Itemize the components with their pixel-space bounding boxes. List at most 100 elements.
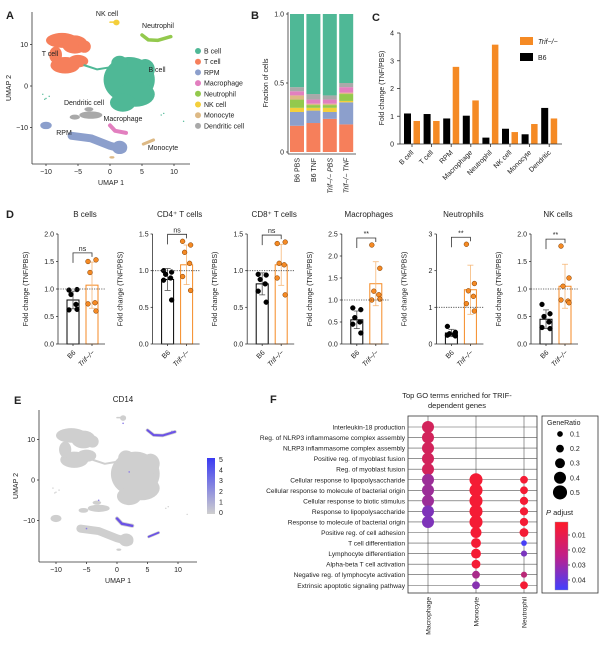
size-legend-label: 0.3: [570, 461, 580, 468]
y-tick-label: 2: [428, 268, 432, 275]
go-dot-neutrophil: [520, 571, 528, 578]
legend-dot-monocyte: [195, 112, 201, 119]
y-tick-label: 2.0: [328, 254, 338, 261]
umap-e-cluster-dendritic-cell: [92, 500, 102, 505]
umap-a-cluster-b-cell: [83, 58, 118, 71]
data-point-trif: [377, 296, 383, 302]
umap-a-cluster-monocyte: [109, 156, 115, 159]
data-point-trif: [463, 241, 470, 247]
panel-label-f: F: [270, 394, 277, 406]
data-point-trif: [377, 265, 383, 271]
bar-segment-b-cell: [306, 14, 321, 95]
color-legend-title-rest: adjust: [551, 508, 574, 517]
bar-segment-rpm: [322, 111, 337, 119]
data-point-trif: [471, 280, 478, 287]
data-point-b6: [547, 311, 553, 317]
colorbar-tick-label: 4: [219, 468, 223, 475]
colorbar-tick-label: 5: [219, 457, 223, 464]
y-axis-label: Fold change (TNF/PBS): [401, 252, 408, 327]
data-point-trif: [558, 243, 564, 249]
go-dotplot: Top GO terms enriched for TRIF-dependent…: [260, 391, 599, 635]
x-tick-label: T cell: [418, 149, 435, 166]
expression-overlay: [115, 517, 134, 527]
go-dot-neutrophil: [520, 581, 528, 590]
significance-label: **: [458, 230, 464, 237]
go-dot-macrophage: [422, 431, 434, 444]
umap-a-cluster-dendritic-cell: [84, 107, 94, 112]
x-tick-label: B6 PBS: [295, 158, 302, 183]
legend-label: T cell: [204, 59, 221, 66]
cluster-label: RPM: [56, 130, 72, 137]
umap-a-cluster-b-cell: [135, 59, 155, 80]
umap-e-y-tick-label: 10: [27, 437, 35, 444]
go-term-label: Extrinsic apoptotic signaling pathway: [297, 583, 405, 590]
data-point-b6: [357, 319, 363, 325]
go-term-label: Lymphocyte differentiation: [328, 551, 405, 558]
size-legend-dot: [555, 458, 565, 469]
bar-segment-nk-cell: [322, 107, 337, 112]
data-point-trif: [87, 269, 93, 276]
data-point-b6: [168, 297, 175, 303]
bar-segment-nk-cell: [290, 107, 304, 112]
legend-dot-nk-cell: [195, 101, 201, 108]
umap-a-plot: [40, 19, 185, 159]
go-dot-monocyte: [472, 570, 480, 579]
umap-e-cluster-monocyte: [116, 548, 122, 551]
significance-bracket: [261, 234, 282, 246]
go-term-label: Cellular response to lipopolysaccharide: [290, 477, 405, 484]
subplot-title: B cells: [73, 210, 97, 219]
go-dot-monocyte: [470, 527, 482, 538]
legend-dot-b-cell: [195, 48, 201, 54]
x-tick-label: Trif−/− PBS: [327, 158, 334, 194]
umap-e-speck: [54, 492, 56, 494]
go-dot-macrophage: [422, 494, 434, 507]
bar-segment-neutrophil: [290, 99, 304, 108]
umap-a-x-tick-label: 0: [108, 169, 112, 176]
y-tick-label: 0: [428, 342, 432, 349]
column-label: Macrophage: [426, 597, 433, 635]
column-label: Monocyte: [474, 597, 481, 627]
umap-a-y-tick-label: 0: [24, 84, 28, 91]
data-point-trif: [92, 300, 98, 306]
umap-e-x-tick-label: 10: [174, 567, 182, 574]
go-dot-macrophage: [422, 484, 434, 497]
data-point-b6: [263, 272, 269, 278]
data-point-trif: [179, 273, 186, 280]
significance-bracket: [356, 237, 377, 248]
umap-a-y-tick-label: −10: [16, 125, 28, 132]
umap-a-x-tick-label: 10: [170, 169, 178, 176]
data-point-b6: [66, 307, 72, 313]
bar-segment-monocyte: [322, 103, 337, 106]
x-tick-label: Trif−/−: [361, 349, 380, 368]
umap-e-cluster-b-cell: [91, 452, 125, 465]
y-tick-label: 1.5: [328, 276, 338, 283]
go-dot-neutrophil: [519, 528, 529, 537]
data-point-trif: [566, 300, 572, 306]
column-label: Neutrophil: [522, 597, 529, 628]
y-tick-label: 0.5: [139, 305, 149, 312]
go-dot-macrophage: [422, 463, 434, 476]
legend-label: Dendritic cell: [204, 123, 245, 130]
data-point-trif: [85, 258, 91, 265]
cluster-label: Monocyte: [148, 145, 178, 152]
y-tick-label: 0.0: [44, 342, 54, 349]
colorbar-tick-label: 0.04: [572, 578, 586, 585]
go-dot-monocyte: [469, 494, 483, 508]
data-point-b6: [547, 325, 553, 332]
data-point-b6: [68, 291, 74, 298]
size-legend-label: 0.4: [570, 475, 580, 482]
go-dot-neutrophil: [521, 540, 527, 546]
y-tick-label: 2: [390, 86, 394, 93]
umap-e-x-tick-label: −10: [50, 567, 62, 574]
umap-a-cluster-t-cell: [49, 46, 62, 64]
y-tick-label: 2.0: [517, 232, 527, 239]
subplot-nk-cells: NK cells 0.0 0.5 1.0 1.5 2.0 Fold change (TNF/…: [496, 210, 578, 368]
umap-e-y-label: UMAP 2: [13, 473, 20, 499]
size-legend-dot: [557, 431, 563, 437]
legend-label-trif: Trif−/−: [538, 39, 558, 46]
x-tick-label: B6: [256, 349, 267, 360]
y-tick-label: 0: [280, 150, 284, 157]
umap-e-y-tick-label: 0: [31, 478, 35, 485]
bar-segment-dendritic-cell: [339, 83, 354, 88]
data-point-trif: [181, 249, 188, 255]
